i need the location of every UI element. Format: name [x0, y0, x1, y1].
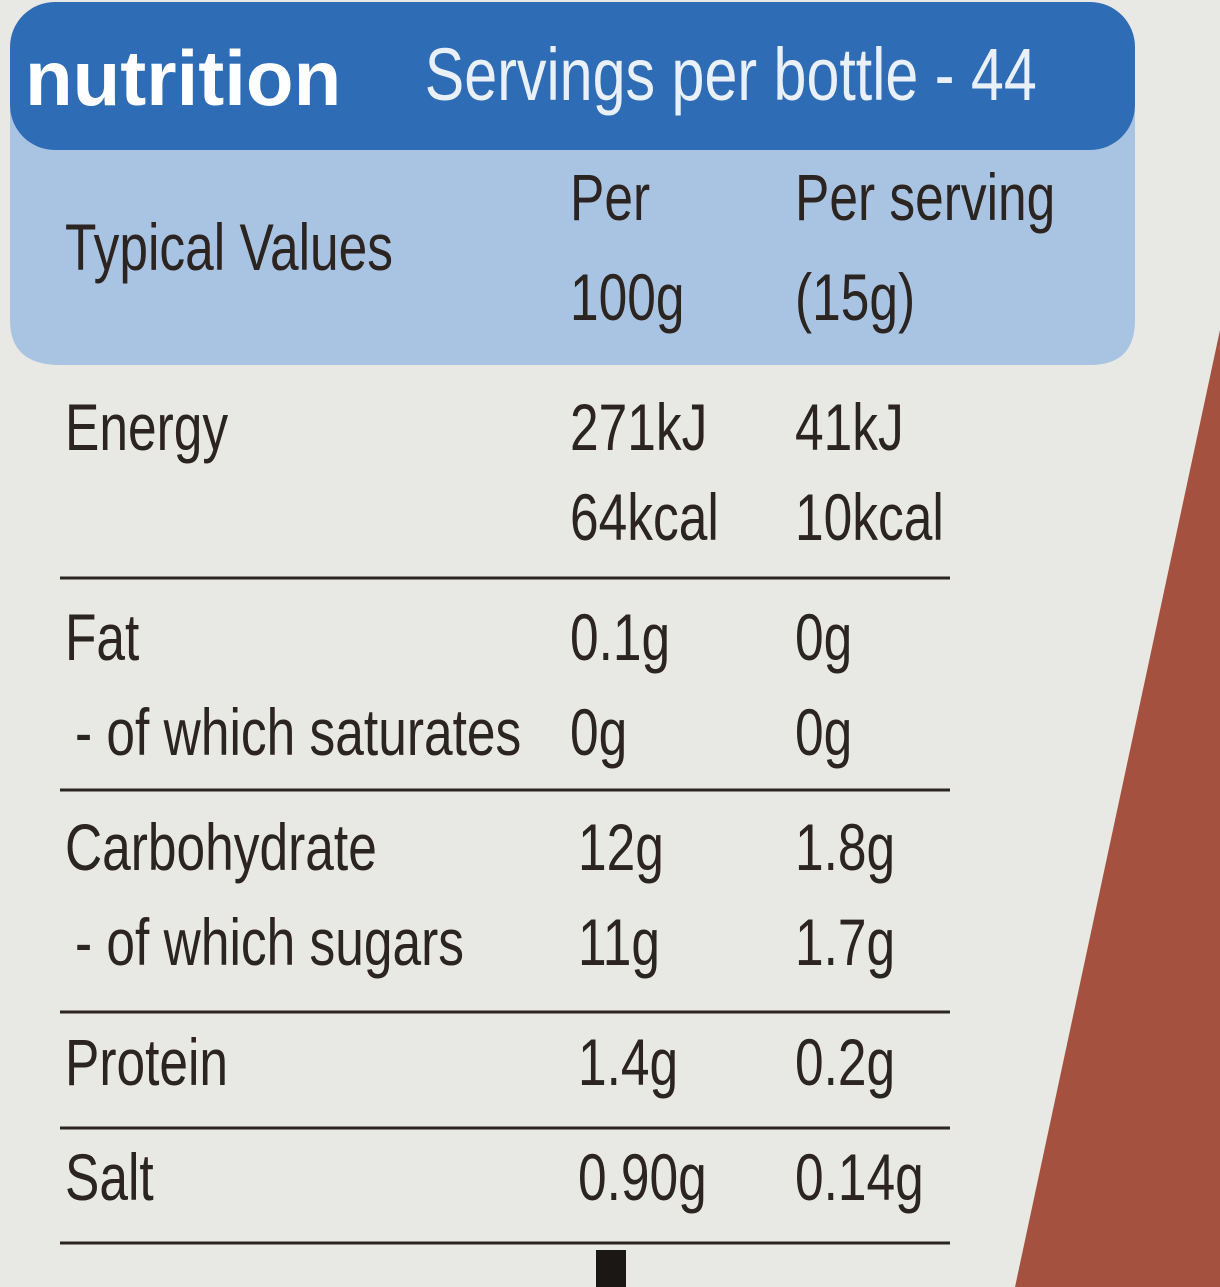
value-per-100g: 0.1g: [570, 600, 670, 675]
row-label: - of which sugars: [75, 905, 464, 980]
header-text: Servings per bottle - 44: [425, 34, 1037, 117]
value-per-100g: 1.4g: [578, 1025, 678, 1100]
value-per-100g: 271kJ: [570, 390, 707, 465]
row-label: Carbohydrate: [65, 810, 377, 885]
value-per-serving: 0g: [795, 600, 852, 675]
value-per-serving: 0.14g: [795, 1140, 924, 1215]
table: Typical Values Per 100g Per serving (15g) Ene…: [65, 160, 1055, 1215]
column-header: Per: [570, 160, 650, 235]
value-per-100g: 0.90g: [578, 1140, 707, 1215]
value-per-serving: 0.2g: [795, 1025, 895, 1100]
value-per-serving: 0g: [795, 695, 852, 770]
value-per-serving: 1.8g: [795, 810, 895, 885]
column-header: 100g: [570, 260, 684, 335]
brand: nutrition: [25, 34, 341, 122]
stick: [596, 1250, 626, 1287]
red-packaging: [1015, 330, 1220, 1287]
column-header: (15g): [795, 260, 915, 335]
column-header: Typical Values: [65, 210, 393, 285]
row-label: Salt: [65, 1140, 154, 1215]
row-label: - of which saturates: [75, 695, 521, 770]
row-label: Fat: [65, 600, 139, 675]
servings: Servings per bottle - 44: [425, 34, 1037, 117]
title-band: [10, 2, 1135, 150]
value-per-serving: 10kcal: [795, 480, 944, 555]
value-per-serving: 1.7g: [795, 905, 895, 980]
column-header: Per serving: [795, 160, 1055, 235]
value-per-100g: 0g: [570, 695, 627, 770]
row-label: Protein: [65, 1025, 228, 1100]
value-per-100g: 12g: [578, 810, 664, 885]
row-label: Energy: [65, 390, 228, 465]
column-header-band: [10, 110, 1135, 365]
value-per-100g: 11g: [578, 905, 660, 980]
value-per-100g: 64kcal: [570, 480, 719, 555]
value-per-serving: 41kJ: [795, 390, 904, 465]
